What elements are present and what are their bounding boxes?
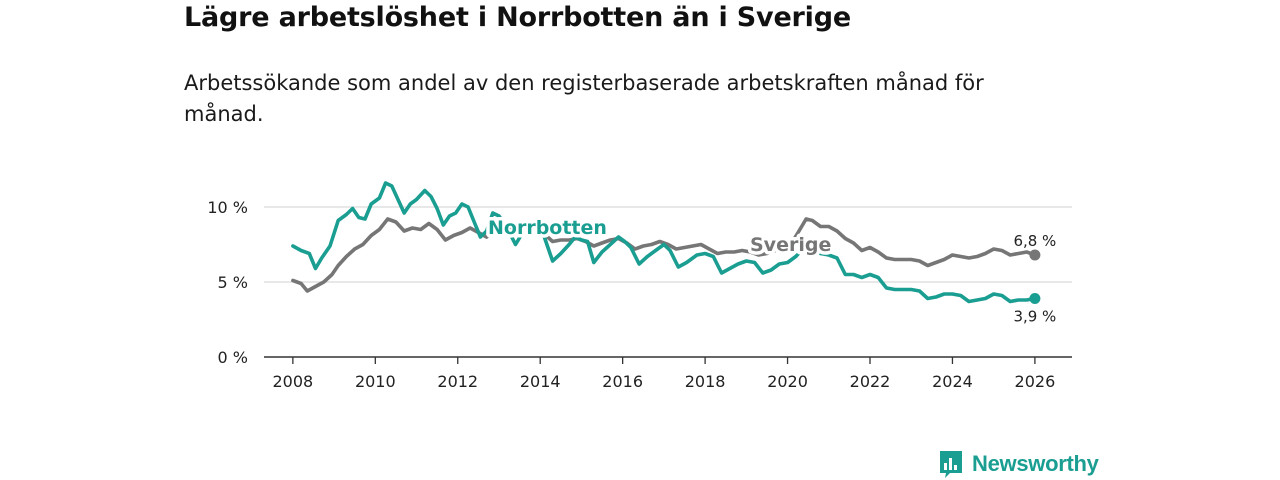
y-tick-label-5: 5 %: [218, 273, 248, 292]
x-tick-label-2018: 2018: [685, 372, 726, 391]
x-tick-label-2016: 2016: [602, 372, 643, 391]
chart-title: Lägre arbetslöshet i Norrbotten än i Sve…: [184, 2, 851, 33]
series-label-norrbotten: Norrbotten: [488, 217, 607, 239]
x-tick-label-2022: 2022: [850, 372, 891, 391]
newsworthy-logo: Newsworthy: [938, 448, 1099, 480]
x-tick-label-2024: 2024: [932, 372, 973, 391]
y-tick-label-0: 0 %: [218, 348, 248, 367]
series-line-norrbotten: [291, 181, 1037, 304]
end-label-sverige: 6,8 %: [1013, 232, 1056, 250]
x-tick-label-2026: 2026: [1015, 372, 1056, 391]
y-tick-label-10: 10 %: [207, 198, 248, 217]
chart-subtitle: Arbetssökande som andel av den registerb…: [184, 71, 984, 126]
brand-name: Newsworthy: [972, 451, 1099, 476]
x-tick-label-2008: 2008: [272, 372, 313, 391]
series-end-marker-sverige: [1029, 249, 1041, 261]
series-line-sverige: [291, 217, 1037, 293]
x-tick-label-2020: 2020: [767, 372, 808, 391]
series-end-marker-norrbotten: [1029, 293, 1041, 304]
end-label-norrbotten: 3,9 %: [1013, 308, 1056, 326]
series-label-sverige: Sverige: [750, 234, 831, 256]
x-tick-label-2014: 2014: [520, 372, 561, 391]
newsworthy-logo-icon: [940, 451, 962, 478]
x-tick-label-2010: 2010: [355, 372, 396, 391]
x-tick-label-2012: 2012: [437, 372, 478, 391]
